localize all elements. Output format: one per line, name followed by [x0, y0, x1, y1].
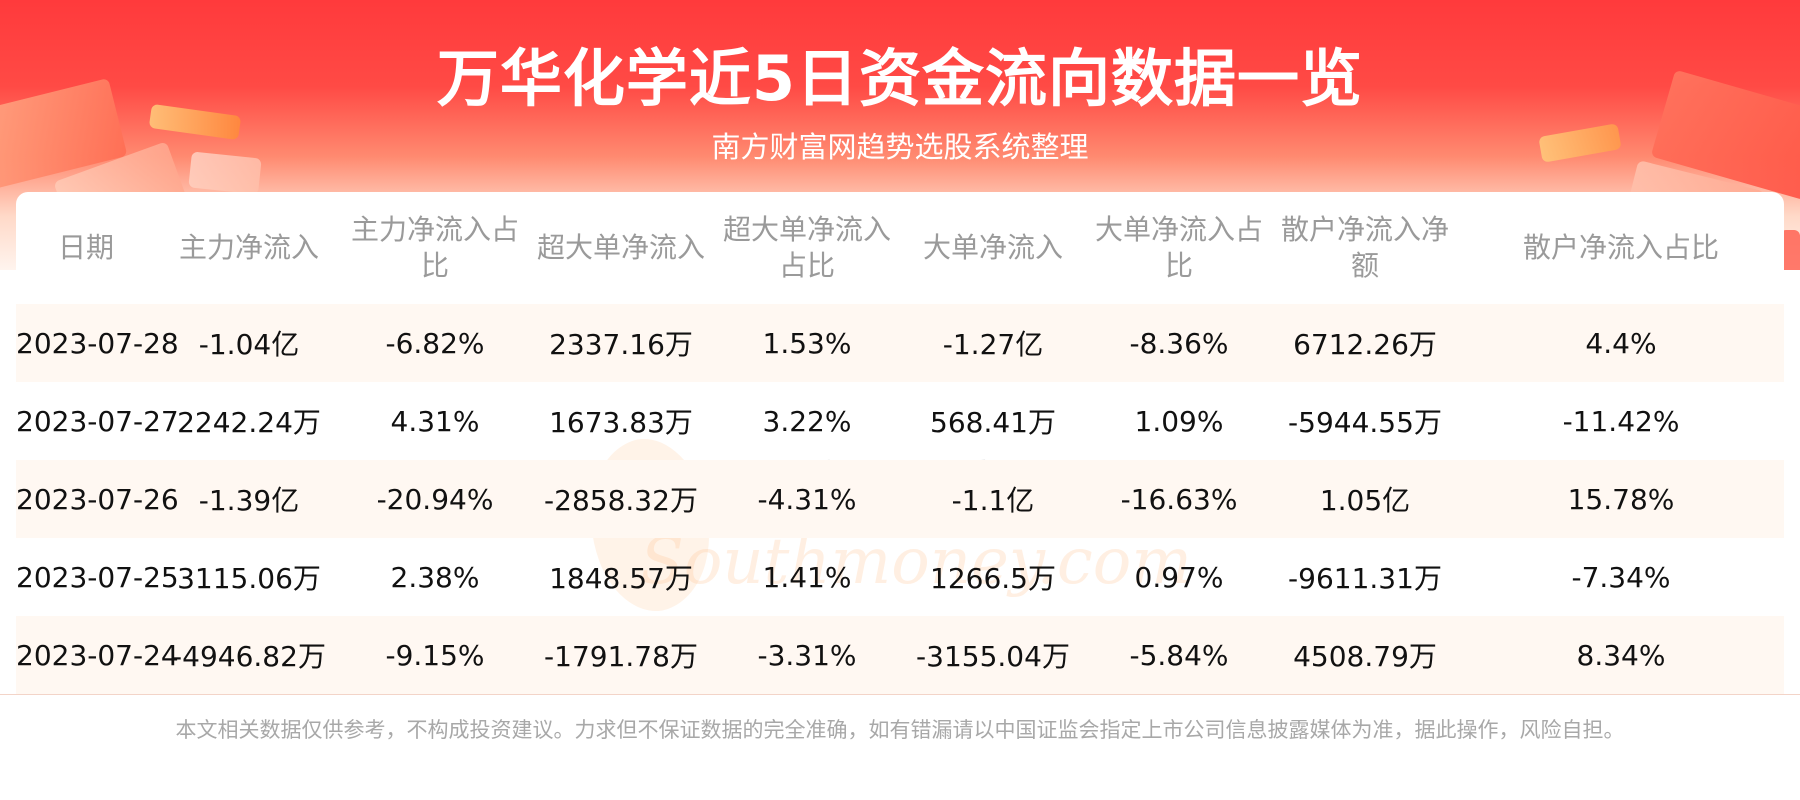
table-cell: 1.53% [714, 304, 900, 382]
table-cell: -4946.82万 [156, 616, 342, 694]
table-cell: 1.09% [1134, 404, 1224, 438]
table-cell: 2023-07-25 [16, 560, 179, 594]
disclaimer-text: 本文相关数据仅供参考，不构成投资建议。力求但不保证数据的完全准确，如有错漏请以中… [175, 718, 1625, 742]
page-subtitle: 南方财富网趋势选股系统整理 [711, 130, 1089, 164]
table-cell: 2023-07-24 [16, 616, 179, 694]
table-cell: 8.34% [1458, 616, 1784, 694]
decorative-shape [1780, 230, 1800, 270]
column-header-main-ratio: 主力净流入占比 [350, 213, 519, 282]
table-cell: -9611.31万 [1288, 562, 1442, 595]
table-row: 2023-07-26 -1.39亿 -20.94% -2858.32万 -4.3… [16, 460, 1784, 538]
table-cell: -6.82% [342, 304, 528, 382]
column-header-retail-inflow: 散户净流入净额 [1280, 213, 1449, 282]
table-cell: -5.84% [1086, 616, 1272, 694]
table-cell: 1673.83万 [549, 406, 693, 439]
table-cell: -9.15% [342, 616, 528, 694]
column-header-large-inflow: 大单净流入 [922, 231, 1063, 264]
table-cell: 0.97% [1134, 560, 1224, 594]
table-row: 2023-07-27 2242.24万 4.31% 1673.83万 3.22%… [16, 382, 1784, 460]
table-cell: 568.41万 [930, 406, 1056, 439]
table-cell: -1791.78万 [528, 616, 714, 694]
table-cell: 1.41% [762, 560, 852, 594]
table-cell: 2242.24万 [177, 406, 321, 439]
table-cell: 6712.26万 [1272, 304, 1458, 382]
table-cell: -1.04亿 [156, 304, 342, 382]
table-cell: 2.38% [390, 560, 480, 594]
table-cell: 2023-07-26 [16, 460, 179, 538]
table-cell: 4508.79万 [1272, 616, 1458, 694]
table-cell: -1.39亿 [156, 460, 342, 538]
page-title: 万华化学近5日资金流向数据一览 [436, 42, 1364, 115]
table-cell: -1.27亿 [900, 304, 1086, 382]
table-cell: 1266.5万 [930, 562, 1056, 595]
table-cell: 1848.57万 [549, 562, 693, 595]
table-cell: -1.1亿 [900, 460, 1086, 538]
column-header-main-inflow: 主力净流入 [178, 231, 319, 264]
table-cell: 3115.06万 [177, 562, 321, 595]
column-header-xl-ratio: 超大单净流入占比 [722, 213, 891, 282]
column-header-retail-ratio: 散户净流入占比 [1522, 231, 1719, 264]
column-header-xl-inflow: 超大单净流入 [536, 231, 705, 264]
table-row: 2023-07-28 -1.04亿 -6.82% 2337.16万 1.53% … [16, 304, 1784, 382]
table-cell: -8.36% [1086, 304, 1272, 382]
table-row: 2023-07-24 -4946.82万 -9.15% -1791.78万 -3… [16, 616, 1784, 694]
table-cell: -5944.55万 [1288, 406, 1442, 439]
table-cell: -3155.04万 [900, 616, 1086, 694]
table-cell: -11.42% [1562, 404, 1680, 438]
table-header-row: 日期 主力净流入 主力净流入占比 超大单净流入 超大单净流入占比 大单净流入 大… [16, 192, 1784, 304]
table-cell: 2023-07-27 [16, 404, 179, 438]
table-cell: 1.05亿 [1272, 460, 1458, 538]
footer-divider [0, 694, 1800, 695]
table-cell: 4.31% [390, 404, 480, 438]
table-cell: -7.34% [1571, 560, 1671, 594]
table-cell: -16.63% [1086, 460, 1272, 538]
column-header-date: 日期 [57, 231, 114, 264]
table-row: 2023-07-25 3115.06万 2.38% 1848.57万 1.41%… [16, 538, 1784, 616]
table-cell: 4.4% [1458, 304, 1784, 382]
table-cell: 2337.16万 [528, 304, 714, 382]
fund-flow-table: 日期 主力净流入 主力净流入占比 超大单净流入 超大单净流入占比 大单净流入 大… [16, 192, 1784, 694]
table-cell: -2858.32万 [528, 460, 714, 538]
table-cell: 2023-07-28 [16, 304, 179, 382]
table-panel [16, 192, 1784, 692]
table-cell: -20.94% [342, 460, 528, 538]
table-cell: -3.31% [714, 616, 900, 694]
table-cell: 15.78% [1458, 460, 1784, 538]
column-header-large-ratio: 大单净流入占比 [1094, 213, 1263, 282]
table-cell: 3.22% [762, 404, 852, 438]
table-cell: -4.31% [714, 460, 900, 538]
